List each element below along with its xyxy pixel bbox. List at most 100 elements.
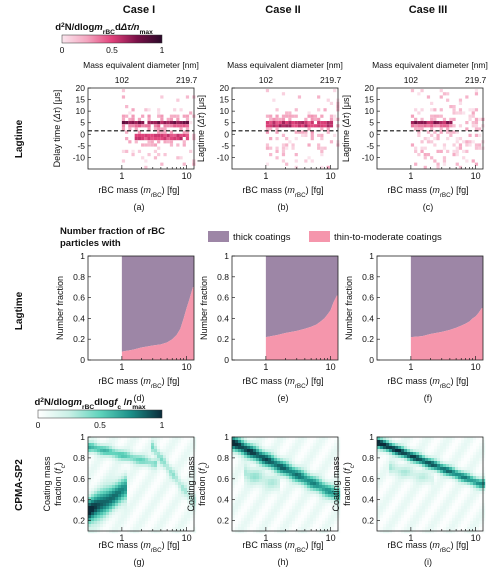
heat-cell	[462, 111, 466, 115]
heat-cell	[380, 521, 384, 525]
heat-cell	[479, 482, 483, 486]
heat-cell	[127, 455, 131, 459]
heat-cell	[452, 149, 456, 153]
heat-cell	[452, 491, 456, 495]
heat-cell	[467, 440, 471, 444]
panel6-xtick-label: 1	[119, 533, 124, 543]
heat-cell	[404, 479, 408, 483]
heat-cell	[250, 470, 254, 474]
heat-cell	[304, 133, 308, 137]
heat-cell	[268, 473, 272, 477]
heat-cell	[307, 467, 311, 471]
heat-cell	[419, 470, 423, 474]
heat-cell	[476, 440, 480, 444]
heat-cell	[325, 491, 329, 495]
heat-cell	[446, 437, 450, 441]
heat-cell	[157, 108, 161, 112]
heat-cell	[148, 494, 152, 498]
heat-cell	[455, 491, 459, 495]
heat-cell	[283, 470, 287, 474]
heat-cell	[268, 482, 272, 486]
heat-cell	[187, 527, 191, 531]
heat-cell	[419, 512, 423, 516]
heat-cell	[416, 521, 420, 525]
heat-cell	[313, 494, 317, 498]
heat-cell	[151, 443, 155, 447]
heat-cell	[272, 117, 276, 121]
heat-cell	[268, 512, 272, 516]
heat-cell	[337, 440, 341, 444]
heat-cell	[430, 121, 434, 125]
heat-cell	[280, 470, 284, 474]
heat-cell	[329, 140, 334, 144]
heat-cell	[268, 461, 272, 465]
heat-cell	[313, 449, 317, 453]
heat-cell	[269, 146, 273, 150]
heat-cell	[262, 527, 266, 531]
heat-cell	[474, 89, 479, 93]
heat-cell	[392, 527, 396, 531]
heat-cell	[235, 464, 239, 468]
panel-letter: (a)	[134, 202, 145, 212]
heat-cell	[431, 509, 435, 513]
heat-cell	[157, 470, 161, 474]
heat-cell	[439, 89, 443, 93]
heat-cell	[247, 470, 251, 474]
heat-cell	[401, 470, 405, 474]
heat-cell	[419, 461, 423, 465]
heat-cell	[88, 497, 92, 501]
heat-cell	[298, 512, 302, 516]
heat-cell	[337, 467, 341, 471]
heat-cell	[328, 494, 332, 498]
heat-cell	[94, 479, 98, 483]
heat-cell	[241, 467, 245, 471]
heat-cell	[401, 491, 405, 495]
heat-cell	[313, 482, 317, 486]
heat-cell	[474, 143, 479, 147]
heat-cell	[185, 133, 190, 137]
heat-cell	[172, 482, 176, 486]
heat-cell	[329, 124, 334, 128]
heat-cell	[235, 446, 239, 450]
heat-cell	[154, 479, 158, 483]
heat-cell	[389, 509, 393, 513]
heat-cell	[410, 512, 414, 516]
heat-cell	[133, 506, 137, 510]
heat-cell	[464, 518, 468, 522]
heat-cell	[419, 518, 423, 522]
heat-cell	[281, 114, 286, 118]
heat-cell	[121, 494, 125, 498]
panel-(h)	[232, 437, 341, 534]
heat-cell	[271, 485, 275, 489]
heat-cell	[414, 121, 418, 125]
heat-cell	[166, 133, 170, 137]
heat-cell	[437, 470, 441, 474]
heat-cell	[331, 479, 335, 483]
heat-cell	[337, 473, 341, 477]
heat-cell	[328, 452, 332, 456]
heat-cell	[133, 503, 137, 507]
heat-cell	[103, 437, 107, 441]
heat-cell	[464, 476, 468, 480]
heat-cell	[452, 530, 456, 534]
heat-cell	[109, 470, 113, 474]
heat-cell	[307, 114, 311, 118]
heat-cell	[163, 497, 167, 501]
heat-cell	[139, 524, 143, 528]
heat-cell	[88, 485, 92, 489]
heat-cell	[106, 458, 110, 462]
heat-cell	[455, 497, 459, 501]
heat-cell	[476, 449, 480, 453]
heat-cell	[285, 143, 289, 147]
heat-cell	[383, 488, 387, 492]
heat-cell	[151, 452, 155, 456]
heat-cell	[434, 521, 438, 525]
heat-cell	[281, 133, 286, 137]
heat-cell	[130, 509, 134, 513]
heat-cell	[389, 473, 393, 477]
heat-cell	[464, 500, 468, 504]
heat-cell	[133, 491, 137, 495]
heat-cell	[310, 114, 314, 118]
heat-cell	[271, 443, 275, 447]
heat-cell	[178, 461, 182, 465]
